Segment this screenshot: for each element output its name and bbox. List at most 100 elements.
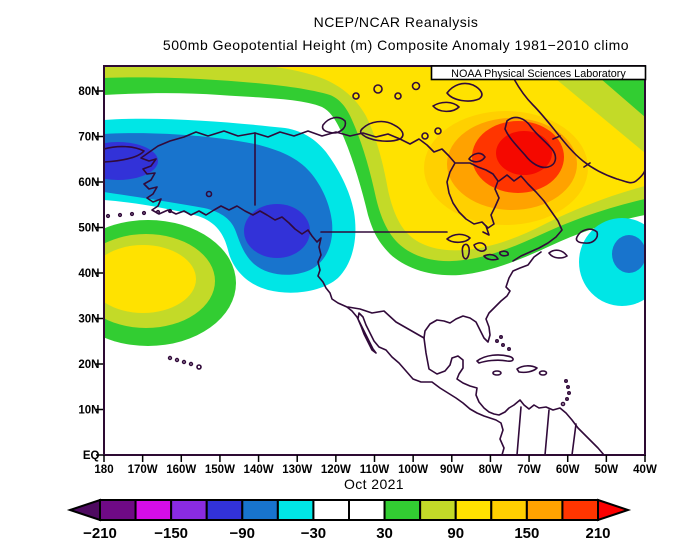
hawaii-islet	[181, 359, 187, 365]
colorbar-tick-label: 90	[447, 525, 464, 542]
bahamas-islet	[500, 342, 505, 347]
page-subtitle: 500mb Geopotential Height (m) Composite …	[163, 37, 629, 53]
colorbar-cell	[241, 499, 279, 521]
antilles-islet	[560, 401, 566, 407]
border-south-america	[516, 406, 577, 455]
coast-chukotka	[104, 145, 145, 163]
coast-puerto-rico	[538, 370, 548, 376]
lon-tick-label: 130W	[282, 464, 312, 476]
bahamas-islet	[498, 334, 503, 339]
colorbar-cell	[205, 499, 244, 521]
colorbar-tick-label: 150	[514, 525, 539, 542]
lon-tick-label: 120W	[321, 464, 351, 476]
trough-negative-90-gulf	[244, 204, 310, 258]
corner-band-30-60	[601, 79, 645, 117]
coast-baffin	[504, 116, 557, 169]
lat-tick-label: 70N	[78, 132, 99, 144]
coast-victoria-island	[359, 120, 404, 142]
lat-axis: 80N 70N 60N 50N 40N 30N 20N 10N EQ	[78, 86, 103, 462]
colorbar-cell	[134, 499, 173, 521]
coast-banks-island	[321, 116, 347, 134]
lon-tick-label: 150W	[205, 464, 235, 476]
colorbar-cell	[99, 499, 137, 521]
colorbar-tick-label: −30	[301, 525, 326, 542]
coast-greenland	[513, 78, 645, 184]
lat-tick-label: EQ	[83, 450, 100, 462]
colorbar: −210 −150 −90 −30 30 90 150 210	[66, 498, 632, 542]
atlantic-negative-60	[612, 235, 645, 273]
aleutian-islet	[167, 208, 173, 214]
aleutian-islet	[129, 211, 135, 217]
bahamas-islet	[506, 346, 511, 351]
lon-tick-label: 70W	[517, 464, 541, 476]
coast-hispaniola	[516, 365, 538, 374]
coast-newfoundland	[575, 228, 599, 244]
colorbar-cell	[454, 499, 493, 521]
antilles-islet	[563, 378, 568, 383]
coast-nova-scotia	[548, 249, 568, 259]
lon-tick-label: 50W	[595, 464, 619, 476]
colorbar-tick-label: −90	[230, 525, 255, 542]
lon-tick-label: 180	[94, 464, 113, 476]
arctic-islet	[421, 132, 429, 140]
lon-tick-label: 60W	[556, 464, 580, 476]
coast-james-bay	[482, 225, 490, 236]
coast-alaska-westcoast	[140, 130, 505, 455]
lon-axis: 180 170W 160W 150W 140W 130W 120W 110W 100W 90W 80…	[94, 455, 657, 476]
hawaii-islet	[196, 364, 202, 370]
hawaii-islet	[167, 355, 173, 361]
lon-tick-label: 90W	[440, 464, 464, 476]
colorbar-cell	[348, 499, 386, 521]
map-area	[104, 66, 645, 455]
coastlines	[104, 78, 645, 455]
arctic-islet	[411, 81, 421, 91]
arctic-islet	[373, 84, 383, 94]
aleutian-islet	[105, 213, 111, 219]
colorbar-cell	[419, 499, 457, 521]
caption-date: Oct 2021	[344, 476, 404, 492]
lat-tick-label: 60N	[78, 177, 99, 189]
aleutian-islet	[117, 212, 123, 218]
arctic-islet	[434, 127, 442, 135]
colorbar-tick-label: 210	[585, 525, 610, 542]
lat-tick-label: 40N	[78, 268, 99, 280]
lat-tick-label: 50N	[78, 223, 99, 235]
lon-tick-label: 100W	[398, 464, 428, 476]
coast-great-lakes	[446, 233, 509, 261]
arctic-islet	[394, 92, 402, 100]
antilles-islet	[564, 396, 569, 401]
colorbar-tick-label: −210	[83, 525, 117, 542]
colorbar-cell	[276, 499, 315, 521]
lat-tick-label: 10N	[78, 405, 99, 417]
colorbar-cell	[312, 499, 350, 521]
coast-arctic-hudson	[254, 130, 500, 229]
coast-southampton	[468, 152, 486, 163]
coast-devon-ellesmere	[432, 82, 483, 113]
aleutian-islet	[141, 210, 147, 216]
lon-tick-label: 170W	[128, 464, 158, 476]
colorbar-tick-label: 30	[376, 525, 393, 542]
page-title: NCEP/NCAR Reanalysis	[314, 14, 479, 30]
colorbar-cell	[383, 499, 422, 521]
colorbar-right-arrow	[597, 498, 632, 522]
colorbar-tick-label: −150	[154, 525, 188, 542]
kodiak-island	[205, 190, 213, 198]
hawaii-islet	[188, 361, 194, 367]
aleutian-islet	[155, 209, 161, 215]
lon-tick-label: 110W	[360, 464, 390, 476]
colorbar-cell	[170, 499, 208, 521]
branding-text: NOAA Physical Sciences Laboratory	[451, 68, 626, 80]
lat-tick-label: 20N	[78, 359, 99, 371]
pacific-positive-90	[104, 245, 196, 313]
border-us-mexico	[347, 306, 425, 339]
lon-tick-label: 80W	[479, 464, 503, 476]
lat-tick-label: 80N	[78, 86, 99, 98]
antilles-islet	[566, 390, 571, 395]
colorbar-cell	[490, 499, 528, 521]
coast-labrador	[498, 174, 563, 262]
lon-tick-label: 160W	[166, 464, 196, 476]
colorbar-left-arrow	[66, 498, 101, 522]
colorbar-cell	[525, 499, 564, 521]
